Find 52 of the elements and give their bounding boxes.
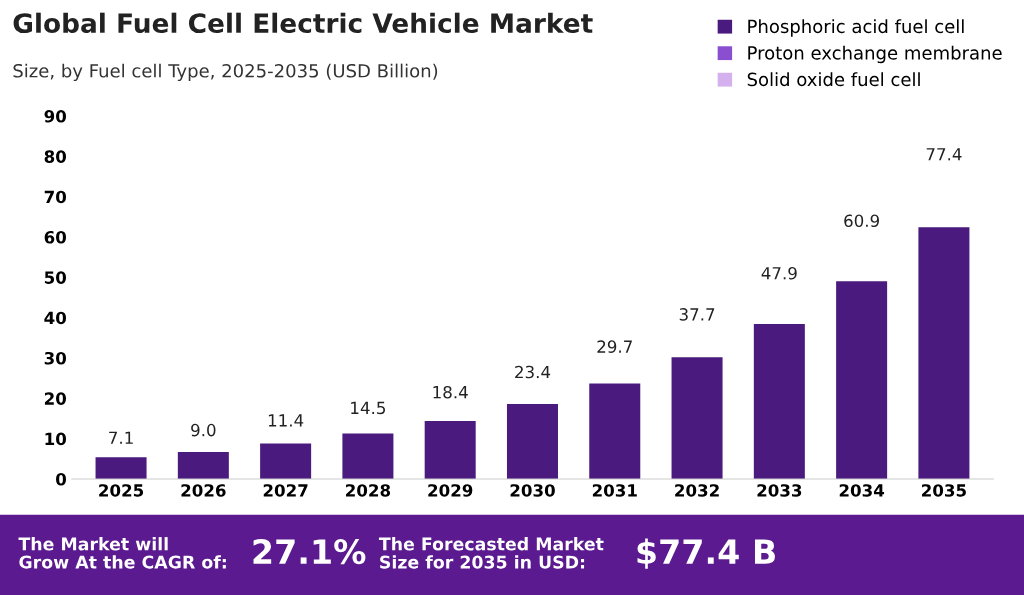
chart-title: Global Fuel Cell Electric Vehicle Market xyxy=(13,12,593,34)
y-tick-label: 0 xyxy=(56,472,67,486)
y-tick-label: 40 xyxy=(44,311,67,325)
y-tick-label: 50 xyxy=(44,271,67,284)
annotation: 29.7 xyxy=(597,340,632,353)
annotation: 14.5 xyxy=(351,401,386,415)
text: 27.1% xyxy=(253,539,366,565)
bar xyxy=(260,443,312,479)
bar xyxy=(753,324,805,479)
text: The Market will Grow At the CAGR of: xyxy=(18,537,226,569)
y-tick-label: 20 xyxy=(44,392,67,405)
annotation: 7.1 xyxy=(109,431,133,444)
text: $77.4 B xyxy=(637,538,775,569)
bar xyxy=(671,357,723,479)
bar xyxy=(918,227,970,479)
annotation: 9.0 xyxy=(191,423,216,437)
annotation: 47.9 xyxy=(761,266,797,280)
x-tick-label: 2033 xyxy=(757,484,802,497)
y-tick-label: 80 xyxy=(44,150,67,163)
y-tick-label: 30 xyxy=(44,351,67,365)
annotation: 23.4 xyxy=(515,365,551,379)
x-tick-label: 2032 xyxy=(675,484,719,497)
y-tick-label: 90 xyxy=(44,109,67,123)
y-tick-label: 70 xyxy=(44,190,67,204)
annotation: 77.4 xyxy=(926,148,962,161)
x-tick-label: 2030 xyxy=(510,484,555,497)
x-tick-label: 2025 xyxy=(99,484,144,497)
y-tick-label: 60 xyxy=(44,230,67,244)
legend-label: Phosphoric acid fuel cell xyxy=(748,19,964,37)
bar xyxy=(95,457,147,479)
annotation: 37.7 xyxy=(679,308,715,321)
annotation: 18.4 xyxy=(433,385,468,399)
bar xyxy=(177,451,229,479)
bar xyxy=(424,420,476,479)
x-tick-label: 2035 xyxy=(922,484,966,497)
annotation: 60.9 xyxy=(844,214,880,228)
bar xyxy=(342,433,394,479)
x-tick-label: 2026 xyxy=(181,484,226,497)
bar xyxy=(589,383,641,479)
x-tick-label: 2031 xyxy=(592,484,637,497)
x-tick-label: 2029 xyxy=(428,484,473,497)
x-tick-label: 2034 xyxy=(839,484,885,497)
legend-label: Proton exchange membrane xyxy=(748,45,1002,64)
legend-label: Solid oxide fuel cell xyxy=(747,72,920,87)
x-tick-label: 2027 xyxy=(263,484,308,497)
bar xyxy=(506,403,558,479)
x-tick-label: 2028 xyxy=(346,484,391,497)
y-tick-label: 10 xyxy=(45,432,67,446)
chart-subtitle: Size, by Fuel cell Type, 2025-2035 (USD Billion) xyxy=(13,63,438,82)
bar xyxy=(836,281,888,479)
text: The Forecasted Market Size for 2035 in USD: xyxy=(378,537,604,569)
annotation: 11.4 xyxy=(268,414,304,427)
